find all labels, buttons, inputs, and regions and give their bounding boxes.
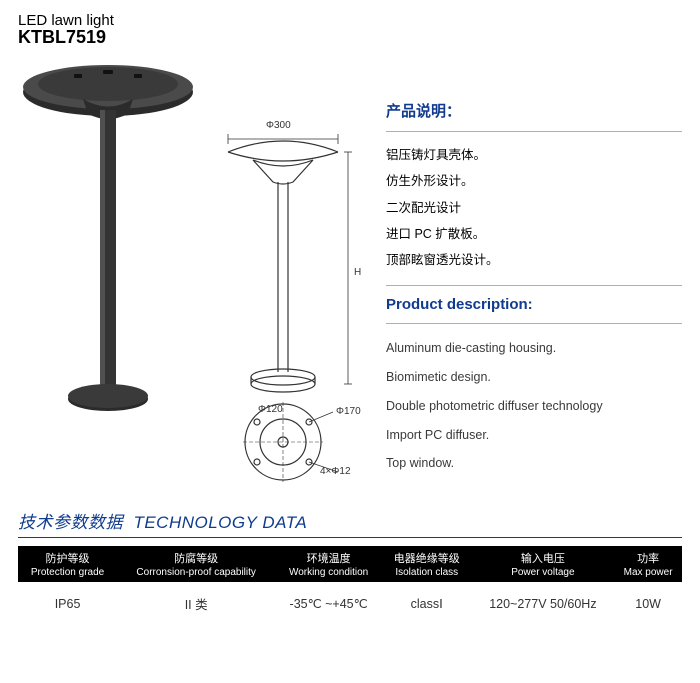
divider (386, 323, 682, 324)
dim-bolt: 4×Φ12 (320, 466, 351, 477)
content-row: Φ300 H Φ120 Φ170 4×Φ12 产品说明： 铝压铸灯具壳体。 仿生… (18, 52, 682, 502)
tech-title-row: 技术参数数据 TECHNOLOGY DATA (18, 508, 682, 535)
image-area: Φ300 H Φ120 Φ170 4×Φ12 (18, 52, 368, 502)
desc-en-item: Import PC diffuser. (386, 421, 682, 450)
desc-list-zh: 铝压铸灯具壳体。 仿生外形设计。 二次配光设计 进口 PC 扩散板。 顶部眩窗透… (386, 142, 682, 273)
desc-en-item: Biomimetic design. (386, 363, 682, 392)
cell: IP65 (18, 582, 117, 625)
header: LED lawn light KTBL7519 (18, 12, 682, 48)
tech-title-zh: 技术参数数据 (18, 513, 123, 532)
spec-table: 防护等级Protection grade 防腐等级Corronsion-proo… (18, 546, 682, 625)
col-header: 输入电压Power voltage (472, 546, 615, 582)
desc-heading-zh: 产品说明： (386, 100, 682, 121)
cell: 120~277V 50/60Hz (472, 582, 615, 625)
desc-en-item: Top window. (386, 449, 682, 478)
dim-height: H (354, 267, 361, 278)
dim-base-outer: Φ170 (336, 406, 361, 417)
divider (386, 131, 682, 132)
cell: 10W (614, 582, 682, 625)
cell: classⅠ (382, 582, 472, 625)
dim-base-inner: Φ120 (258, 404, 283, 415)
product-model-label: KTBL7519 (18, 27, 682, 48)
col-header: 环境温度Working condition (275, 546, 382, 582)
divider (386, 285, 682, 286)
desc-zh-item: 顶部眩窗透光设计。 (386, 247, 682, 273)
technical-drawing (208, 112, 358, 492)
table-row: IP65 II 类 -35℃ ~+45℃ classⅠ 120~277V 50/… (18, 582, 682, 625)
desc-en-item: Aluminum die-casting housing. (386, 334, 682, 363)
tech-title-en: TECHNOLOGY DATA (133, 513, 307, 532)
tech-divider (18, 537, 682, 538)
col-header: 电器绝缘等级Isolation class (382, 546, 472, 582)
desc-zh-item: 仿生外形设计。 (386, 168, 682, 194)
desc-zh-item: 进口 PC 扩散板。 (386, 221, 682, 247)
desc-zh-item: 二次配光设计 (386, 195, 682, 221)
col-header: 防腐等级Corronsion-proof capability (117, 546, 275, 582)
desc-zh-item: 铝压铸灯具壳体。 (386, 142, 682, 168)
product-photo (18, 54, 198, 434)
desc-list-en: Aluminum die-casting housing. Biomimetic… (386, 334, 682, 478)
dim-top-dia: Φ300 (266, 120, 291, 131)
col-header: 功率Max power (614, 546, 682, 582)
cell: -35℃ ~+45℃ (275, 582, 382, 625)
cell: II 类 (117, 582, 275, 625)
table-header-row: 防护等级Protection grade 防腐等级Corronsion-proo… (18, 546, 682, 582)
desc-heading-en: Product description: (386, 296, 682, 313)
col-header: 防护等级Protection grade (18, 546, 117, 582)
description-area: 产品说明： 铝压铸灯具壳体。 仿生外形设计。 二次配光设计 进口 PC 扩散板。… (368, 52, 682, 502)
desc-en-item: Double photometric diffuser technology (386, 392, 682, 421)
